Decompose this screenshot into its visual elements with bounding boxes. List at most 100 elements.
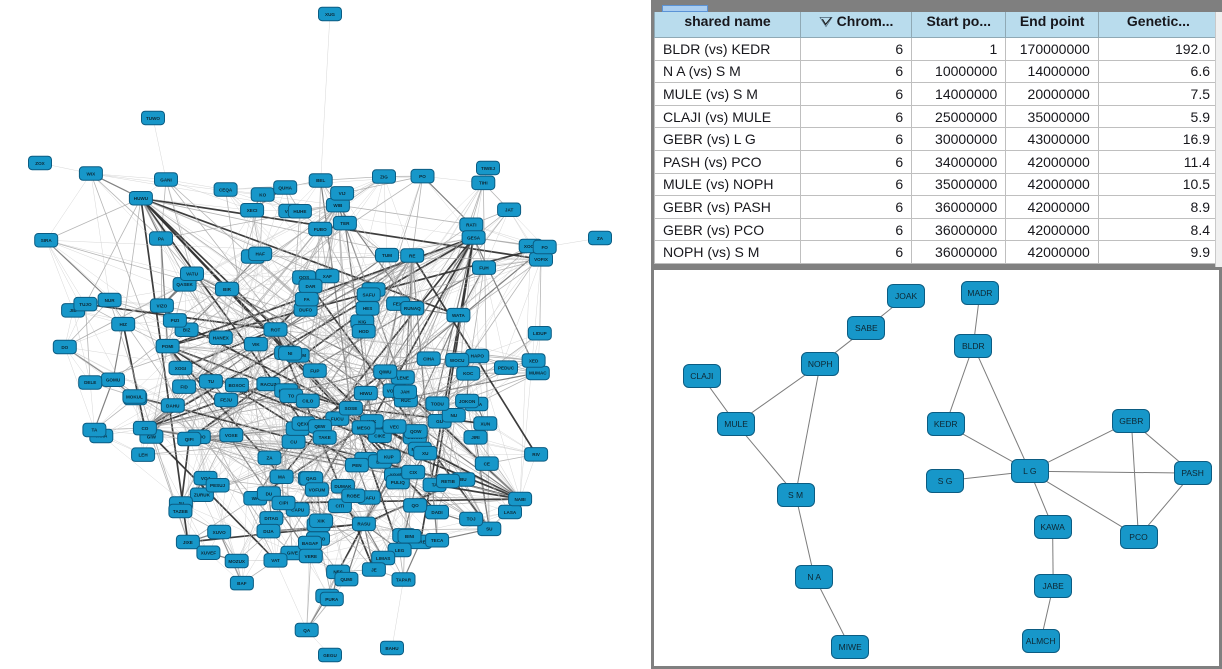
svg-text:TU: TU: [208, 379, 215, 384]
svg-text:MOKUL: MOKUL: [126, 394, 143, 399]
svg-text:BIR: BIR: [223, 287, 232, 292]
svg-text:TUJO: TUJO: [79, 302, 92, 307]
svg-text:CIX: CIX: [409, 470, 418, 475]
svg-text:GANI: GANI: [160, 177, 171, 182]
svg-text:SU: SU: [486, 527, 493, 532]
svg-text:VIJ: VIJ: [339, 191, 346, 196]
svg-text:CILO: CILO: [302, 399, 313, 404]
svg-text:XUVO: XUVO: [213, 530, 226, 535]
svg-text:PIZI: PIZI: [171, 318, 179, 323]
svg-text:XECI: XECI: [247, 208, 258, 213]
svg-text:QA: QA: [303, 628, 311, 633]
svg-text:FUP: FUP: [310, 369, 319, 374]
svg-text:NI: NI: [288, 351, 293, 356]
svg-text:KUP: KUP: [384, 454, 394, 459]
svg-text:PURA: PURA: [325, 597, 339, 602]
svg-text:RATI: RATI: [466, 223, 476, 228]
svg-text:PA: PA: [158, 236, 165, 241]
svg-text:GEGU: GEGU: [323, 653, 337, 658]
svg-text:DO: DO: [61, 345, 68, 350]
svg-text:GIVE: GIVE: [287, 551, 298, 556]
svg-text:TUM: TUM: [382, 253, 392, 258]
svg-text:XOGI: XOGI: [175, 366, 187, 371]
svg-text:DU: DU: [266, 491, 273, 496]
svg-text:KIG: KIG: [358, 320, 367, 325]
svg-text:HANEX: HANEX: [213, 336, 230, 341]
svg-text:SAFU: SAFU: [362, 293, 375, 298]
svg-text:POMI: POMI: [162, 344, 174, 349]
svg-text:PESUJ: PESUJ: [210, 483, 226, 488]
svg-text:GESA: GESA: [467, 235, 481, 240]
svg-text:MOZUX: MOZUX: [228, 559, 246, 564]
svg-text:CIPI: CIPI: [279, 501, 288, 506]
svg-text:TIHI: TIHI: [479, 181, 488, 186]
svg-text:TO: TO: [288, 394, 295, 399]
svg-text:JAH: JAH: [400, 390, 410, 395]
svg-text:ZA: ZA: [266, 456, 273, 461]
svg-text:FUCU: FUCU: [331, 416, 344, 421]
svg-text:BOXOC: BOXOC: [228, 383, 246, 388]
svg-text:TAKE: TAKE: [319, 435, 331, 440]
svg-text:CE: CE: [484, 461, 490, 466]
svg-text:NUR: NUR: [105, 298, 116, 303]
svg-text:LIDUP: LIDUP: [533, 331, 547, 336]
svg-text:RETIB: RETIB: [441, 479, 455, 484]
svg-text:NU: NU: [450, 413, 457, 418]
svg-text:BINI: BINI: [405, 534, 414, 539]
svg-text:XUG: XUG: [325, 12, 335, 17]
svg-text:ROT: ROT: [271, 327, 281, 332]
svg-text:TODU: TODU: [431, 402, 445, 407]
svg-text:CIKE: CIKE: [374, 434, 385, 439]
svg-text:FO: FO: [542, 245, 549, 250]
svg-text:PEN: PEN: [352, 463, 362, 468]
svg-text:XUN: XUN: [480, 421, 490, 426]
svg-text:VAT: VAT: [271, 558, 280, 563]
svg-text:WIB: WIB: [333, 203, 343, 208]
svg-text:VERE: VERE: [305, 554, 318, 559]
svg-text:MA: MA: [278, 475, 286, 480]
svg-text:TAPAR: TAPAR: [396, 577, 412, 582]
svg-text:LEH: LEH: [139, 452, 149, 457]
svg-text:JAT: JAT: [505, 208, 514, 213]
svg-text:RIV: RIV: [532, 452, 541, 457]
svg-text:BEL: BEL: [316, 178, 325, 183]
svg-text:RASU: RASU: [357, 522, 371, 527]
svg-text:DADI: DADI: [431, 510, 442, 515]
svg-text:TIWEJ: TIWEJ: [481, 166, 495, 171]
svg-text:CO: CO: [141, 426, 148, 431]
svg-text:HIWU: HIWU: [360, 391, 373, 396]
svg-text:DUMAK: DUMAK: [334, 484, 352, 489]
svg-text:DITAG: DITAG: [264, 516, 278, 521]
svg-text:JIRI: JIRI: [471, 435, 479, 440]
svg-text:QO: QO: [412, 503, 420, 508]
svg-text:HUHE: HUHE: [293, 209, 306, 214]
svg-text:BAGAF: BAGAF: [302, 541, 319, 546]
svg-text:XU: XU: [422, 451, 429, 456]
svg-text:HIZ: HIZ: [119, 322, 127, 327]
svg-text:QOW: QOW: [410, 429, 422, 434]
svg-text:FUH: FUH: [479, 266, 489, 271]
svg-text:FA: FA: [304, 297, 311, 302]
svg-text:XED: XED: [529, 358, 539, 363]
svg-text:QAG: QAG: [306, 476, 317, 481]
svg-text:HAPO: HAPO: [471, 354, 485, 359]
svg-text:CITI: CITI: [336, 504, 345, 509]
svg-text:ZOX: ZOX: [35, 161, 45, 166]
svg-text:TAZEB: TAZEB: [173, 509, 189, 514]
svg-text:LIMAS: LIMAS: [376, 556, 390, 561]
svg-text:NABI: NABI: [514, 497, 525, 502]
svg-text:VATU: VATU: [186, 272, 199, 277]
svg-text:QUMI: QUMI: [340, 577, 352, 582]
svg-text:HUWU: HUWU: [134, 196, 149, 201]
svg-text:TECA: TECA: [431, 538, 444, 543]
svg-text:FEJU: FEJU: [220, 398, 232, 403]
svg-text:ZA: ZA: [597, 236, 604, 241]
svg-text:DELE: DELE: [84, 380, 96, 385]
svg-text:BAHU: BAHU: [385, 646, 399, 651]
svg-text:JIXE: JIXE: [183, 540, 193, 545]
svg-text:HES: HES: [363, 306, 372, 311]
svg-text:SOSE: SOSE: [345, 406, 358, 411]
svg-text:BU: BU: [460, 477, 467, 482]
svg-text:LASA: LASA: [504, 510, 517, 515]
svg-text:LEG: LEG: [395, 548, 405, 553]
